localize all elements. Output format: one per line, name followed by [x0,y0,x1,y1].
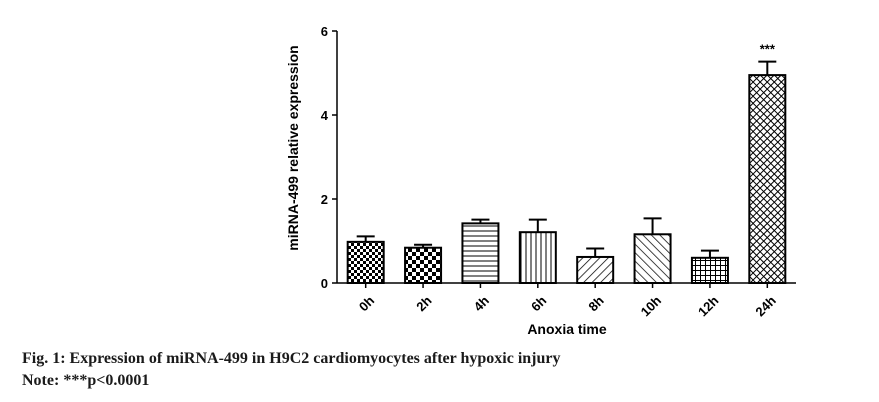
y-tick-label: 4 [321,108,329,123]
x-tick-label-6h: 6h [528,293,549,314]
bar-10h [633,233,672,284]
bar-8h [576,255,615,284]
figure-caption: Fig. 1: Expression of miRNA-499 in H9C2 … [22,350,561,367]
x-tick-label-10h: 10h [638,293,664,319]
y-tick-label: 2 [321,192,328,207]
significance-marker: *** [760,42,776,57]
y-tick-label: 0 [321,276,328,291]
x-tick-label-4h: 4h [471,293,492,314]
bar-0h [346,240,385,284]
y-axis-label: miRNA-499 relative expression [285,45,301,250]
x-tick-label-0h: 0h [356,293,377,314]
bar-24h [748,74,787,284]
x-tick-label-12h: 12h [695,293,721,319]
bar-6h [518,231,557,284]
x-axis-label: Anoxia time [527,321,607,337]
bar-12h [690,256,729,284]
bar-4h [461,222,500,284]
x-tick-label-24h: 24h [752,293,778,319]
significance-note: Note: ***p<0.0001 [22,372,150,389]
x-tick-label-8h: 8h [585,293,606,314]
y-tick-label: 6 [321,24,328,39]
x-tick-label-2h: 2h [413,293,434,314]
bar-2h [404,246,443,284]
bar-chart: 0 2 4 6 0h 2h 4h 6h 8h 10h 12h 24h *** Anoxia time m… [285,24,796,337]
